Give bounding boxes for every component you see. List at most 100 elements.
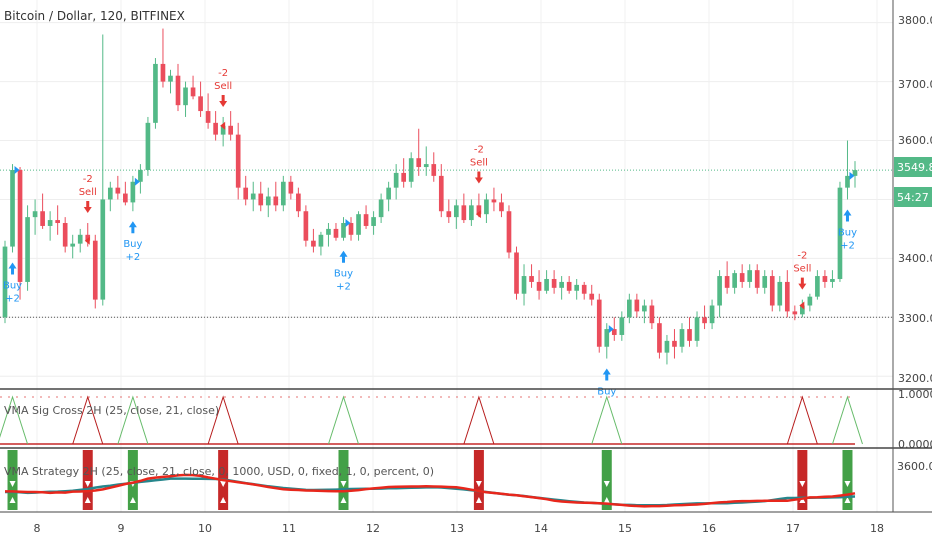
candle xyxy=(423,146,429,176)
candle-body xyxy=(611,329,617,335)
strategy-bar xyxy=(601,450,612,510)
candle-body xyxy=(453,205,459,218)
candle-body xyxy=(544,278,549,291)
candle-body xyxy=(438,175,444,212)
candle xyxy=(611,317,617,341)
candle-body xyxy=(717,276,722,306)
candle-body xyxy=(288,181,294,194)
candle-body xyxy=(581,284,587,294)
candle xyxy=(100,34,106,306)
candle xyxy=(145,116,151,176)
candle xyxy=(107,181,113,212)
buy-qty: +2 xyxy=(5,293,20,304)
sell-signal: Sell -2 xyxy=(214,68,232,130)
candle-body xyxy=(408,158,414,182)
candle xyxy=(17,167,23,300)
candle xyxy=(393,164,399,200)
candle xyxy=(183,81,188,117)
chart-title[interactable]: Bitcoin / Dollar, 120, BITFINEX xyxy=(4,9,185,23)
strategy-marker-icon xyxy=(340,481,347,503)
candle xyxy=(672,329,677,359)
candle-body xyxy=(235,134,241,188)
buy-label: Buy xyxy=(334,269,353,280)
candle-body xyxy=(506,211,512,253)
candle xyxy=(348,217,354,241)
candle-body xyxy=(107,187,113,200)
candle-body xyxy=(296,193,301,212)
sig-spike xyxy=(72,395,104,445)
candle xyxy=(265,187,271,218)
candlestick-series xyxy=(2,28,858,365)
candle xyxy=(807,293,813,312)
time-tick: 15 xyxy=(618,522,632,535)
candle xyxy=(469,199,474,226)
candle-body xyxy=(190,87,196,97)
candle xyxy=(243,175,249,206)
candle-body xyxy=(784,281,790,312)
candle-body xyxy=(431,164,437,176)
candle xyxy=(401,158,407,188)
candle xyxy=(717,270,722,318)
candle-body xyxy=(769,276,775,306)
candle xyxy=(747,264,753,288)
sig-spike xyxy=(463,395,495,445)
strategy-pane xyxy=(5,450,856,510)
candle xyxy=(679,323,685,353)
candle xyxy=(657,317,662,359)
time-tick: 8 xyxy=(34,522,41,535)
candle xyxy=(25,205,30,291)
candle xyxy=(371,211,376,235)
candle xyxy=(235,122,241,200)
sell-qty: -2 xyxy=(797,251,807,262)
candle-body xyxy=(115,187,121,194)
candle-body xyxy=(326,228,331,235)
strategy-marker-icon xyxy=(84,481,91,503)
price-tick: 3800.0 xyxy=(898,14,932,27)
candle xyxy=(852,161,858,188)
buy-label: Buy xyxy=(3,280,22,291)
candle xyxy=(596,293,602,353)
candle xyxy=(32,199,38,235)
strategy-indicator-title[interactable]: VMA Strategy 2H (25, close, 21, close, 0… xyxy=(4,465,434,478)
strategy-bar xyxy=(797,450,808,510)
candle xyxy=(551,270,557,294)
candle xyxy=(273,181,279,212)
candle-body xyxy=(469,205,474,221)
candle-body xyxy=(754,270,760,288)
candle-body xyxy=(416,158,422,168)
sig-cross-indicator-title[interactable]: VMA Sig Cross 2H (25, close, 21, close) xyxy=(4,404,219,417)
candle xyxy=(77,228,83,253)
strategy-bar xyxy=(7,450,18,510)
sell-label: Sell xyxy=(214,81,232,92)
candle-body xyxy=(679,329,685,347)
candle-body xyxy=(280,181,286,206)
candle xyxy=(777,276,783,312)
time-tick: 9 xyxy=(118,522,125,535)
entry-marker-icon xyxy=(849,171,855,180)
candle xyxy=(446,199,452,224)
candle xyxy=(769,270,775,312)
candle-body xyxy=(837,187,843,279)
candle xyxy=(702,305,707,330)
candle-body xyxy=(574,284,580,291)
candle-body xyxy=(138,169,143,182)
strategy-bar xyxy=(473,450,484,510)
time-axis[interactable]: 8 9 10 11 12 13 14 15 16 17 18 xyxy=(34,522,885,535)
price-axis[interactable]: 3800.0 3700.0 3600.0 3400.0 3300.0 3200.… xyxy=(898,14,932,385)
sig-spike xyxy=(0,395,28,445)
candle xyxy=(62,217,68,253)
candle-body xyxy=(702,317,707,324)
candle-body xyxy=(747,270,753,282)
price-tick: 3200.0 xyxy=(898,372,932,385)
candle xyxy=(845,140,850,200)
candle-body xyxy=(551,278,557,288)
sell-arrow-icon xyxy=(83,201,92,214)
candle xyxy=(138,164,143,194)
sell-arrow-icon xyxy=(474,171,483,184)
candle-body xyxy=(830,278,835,282)
candle-body xyxy=(739,273,745,282)
exit-marker-icon xyxy=(799,301,805,310)
